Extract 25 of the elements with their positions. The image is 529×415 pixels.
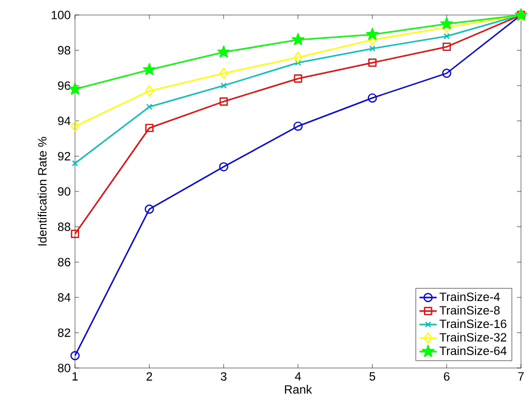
legend-label: TrainSize-64 <box>440 346 507 356</box>
legend-label: TrainSize-16 <box>440 319 506 328</box>
y-tick-label: 80 <box>58 364 70 372</box>
x-tick-label: 4 <box>294 372 301 380</box>
x-tick-label: 1 <box>72 372 78 380</box>
x-tick-label: 2 <box>146 372 152 381</box>
y-tick-label: 100 <box>52 10 70 20</box>
y-axis-title: Identification Rate % <box>38 136 47 246</box>
x-axis-title: Rank <box>284 384 312 394</box>
y-tick-label: 84 <box>58 293 70 302</box>
y-tick-label: 90 <box>58 187 70 196</box>
x-tick-label: 5 <box>369 372 376 381</box>
x-tick-label: 7 <box>518 372 524 380</box>
legend-label: TrainSize-8 <box>440 306 500 315</box>
y-tick-label: 96 <box>58 81 70 90</box>
y-tick-label: 82 <box>58 328 70 337</box>
y-tick-label: 88 <box>58 222 70 232</box>
x-tick-label: 6 <box>444 372 450 381</box>
legend-label: TrainSize-32 <box>440 332 506 342</box>
x-tick-label: 3 <box>220 372 226 381</box>
legend-label: TrainSize-4 <box>440 292 500 302</box>
y-tick-label: 98 <box>58 46 70 55</box>
y-tick-label: 92 <box>58 152 70 160</box>
y-tick-label: 94 <box>58 116 70 126</box>
y-tick-label: 86 <box>58 258 70 266</box>
